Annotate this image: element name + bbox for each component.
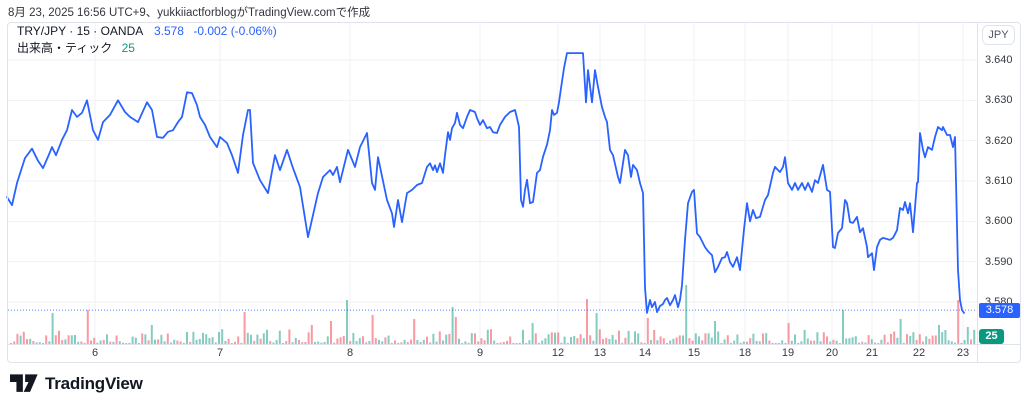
pane-separators (7, 22, 1021, 363)
gridlines (8, 23, 977, 344)
price-axis-label: 3.640 (985, 54, 1013, 66)
time-axis-label: 19 (781, 347, 795, 359)
legend-symbol-title: TRY/JPY · 15 · OANDA (17, 24, 143, 38)
time-axis-label: 8 (346, 347, 354, 359)
price-axis-label: 3.620 (985, 134, 1013, 147)
time-axis-label: 18 (738, 347, 752, 359)
time-axis-label: 14 (638, 347, 652, 359)
attribution-text: 8月 23, 2025 16:56 UTC+9、yukkiiactforblog… (8, 7, 371, 19)
legend-row-symbol: TRY/JPY · 15 · OANDA 3.578 -0.002 (-0.06… (17, 23, 277, 40)
time-axis-label: 7 (216, 347, 224, 359)
current-volume-badge: 25 (979, 329, 1004, 344)
legend-volume-label: 出来高・ティック (17, 41, 113, 55)
legend-volume-value: 25 (121, 41, 135, 55)
time-axis-label: 22 (912, 347, 926, 359)
tradingview-logo-icon (10, 374, 38, 392)
time-axis-label: 20 (825, 347, 839, 359)
price-axis[interactable]: JPY 3.640 3.630 3.620 3.610 3.600 3.590 3.580 … (978, 22, 1021, 345)
chart-legend: TRY/JPY · 15 · OANDA 3.578 -0.002 (-0.06… (17, 23, 277, 57)
legend-price-change: -0.002 (-0.06%) (193, 24, 277, 38)
current-price-badge: 3.578 (979, 303, 1020, 318)
legend-row-volume: 出来高・ティック 25 (17, 40, 277, 57)
price-axis-label: 3.590 (985, 255, 1013, 268)
time-axis-label: 23 (956, 347, 970, 359)
legend-last-price: 3.578 (153, 24, 184, 38)
time-axis-label: 21 (865, 347, 879, 359)
volume-bars (10, 285, 976, 345)
time-axis-label: 12 (551, 347, 565, 359)
time-axis-label: 15 (687, 347, 701, 359)
price-series-line (6, 52, 965, 314)
time-axis-label: 9 (476, 347, 484, 359)
price-axis-label: 3.600 (985, 215, 1013, 228)
time-axis[interactable]: 6 7 8 9 12 13 14 15 18 19 20 21 22 23 (7, 345, 978, 362)
currency-toggle-button[interactable]: JPY (982, 25, 1015, 45)
price-axis-label: 3.630 (985, 94, 1013, 107)
tradingview-logo[interactable]: TradingView (10, 373, 143, 394)
tradingview-logo-text: TradingView (45, 373, 143, 393)
price-axis-label: 3.610 (985, 175, 1013, 187)
time-axis-label: 13 (593, 347, 607, 359)
time-axis-label: 6 (91, 347, 99, 359)
